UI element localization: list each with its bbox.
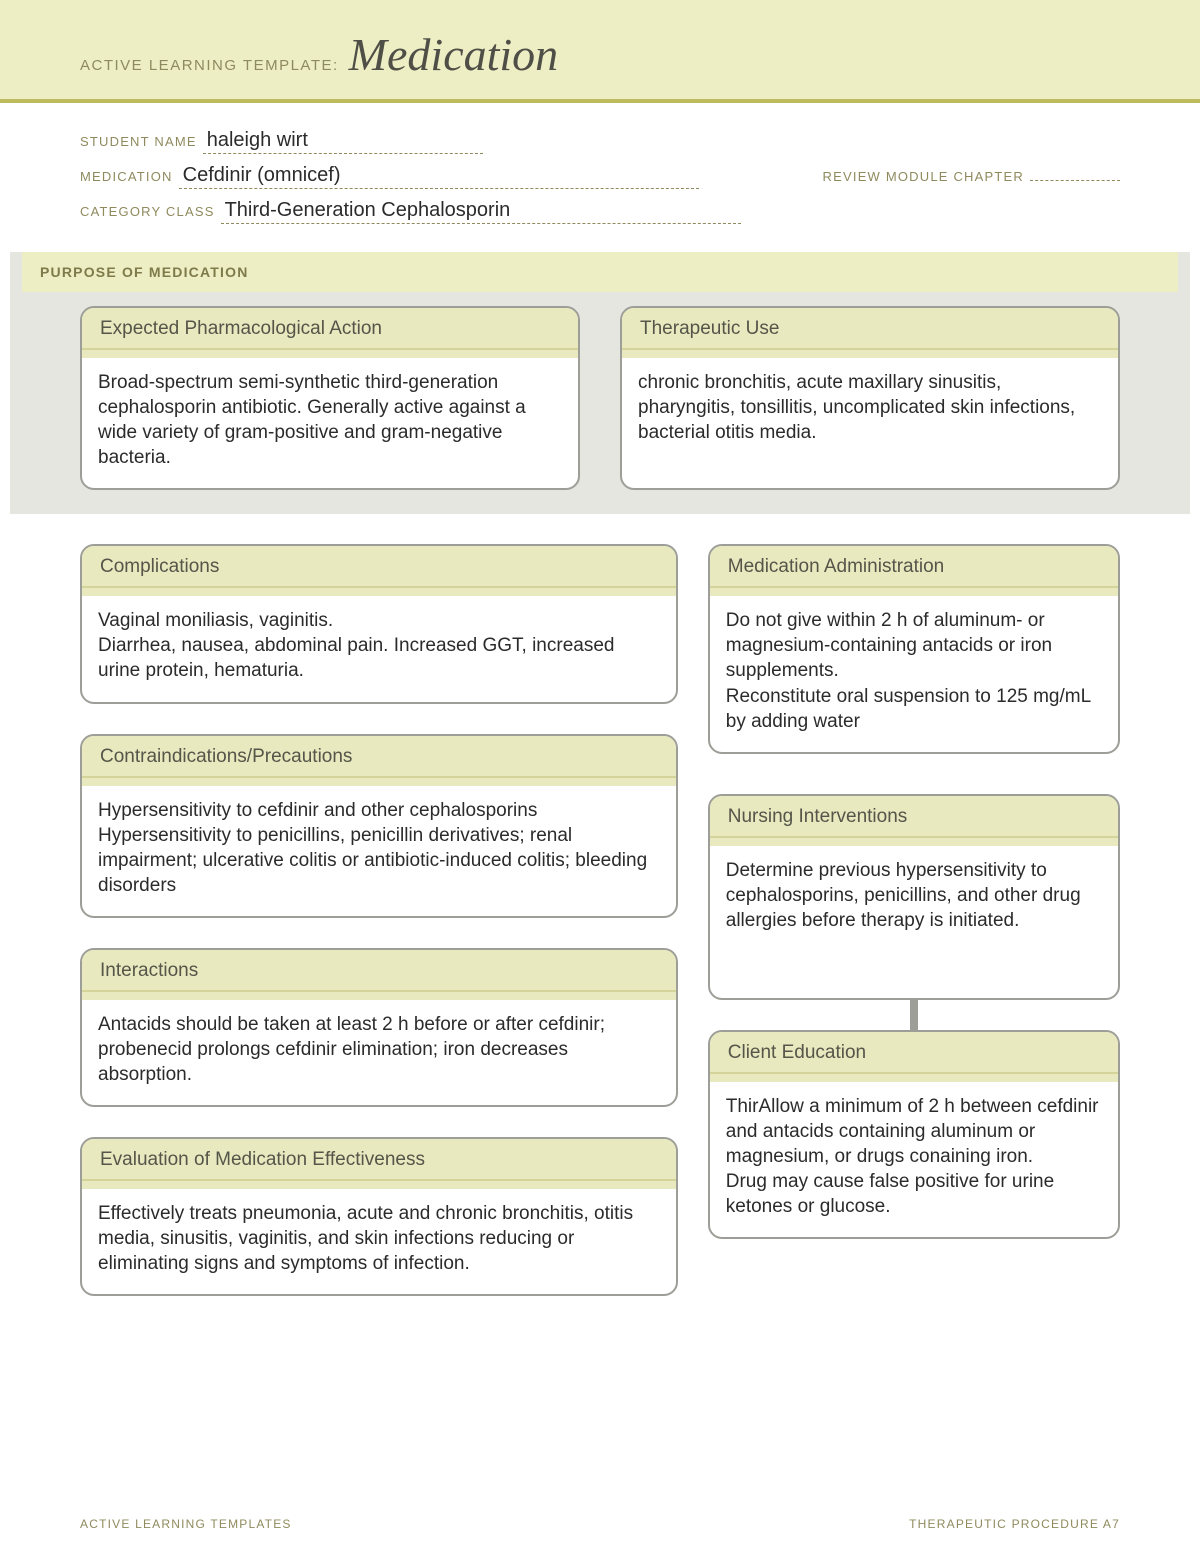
card-evaluation: Evaluation of Medication Effectiveness E…	[80, 1137, 678, 1296]
card-contraindications: Contraindications/Precautions Hypersensi…	[80, 734, 678, 918]
card-body: Hypersensitivity to cefdinir and other c…	[82, 788, 676, 916]
page: ACTIVE LEARNING TEMPLATE: Medication STU…	[0, 0, 1200, 1553]
medication-value: Cefdinir (omnicef)	[179, 164, 699, 189]
card-body-pharm: Broad-spectrum semi-synthetic third-gene…	[82, 360, 578, 488]
card-title-text: Complications	[82, 556, 676, 588]
header-band: ACTIVE LEARNING TEMPLATE: Medication	[0, 0, 1200, 103]
category-label: CATEGORY CLASS	[80, 204, 215, 219]
card-interactions: Interactions Antacids should be taken at…	[80, 948, 678, 1107]
card-body: ThirAllow a minimum of 2 h between cefdi…	[710, 1084, 1118, 1237]
card-body: Do not give within 2 h of aluminum- or m…	[710, 598, 1118, 751]
review-label: REVIEW MODULE CHAPTER	[823, 169, 1024, 184]
purpose-section: PURPOSE OF MEDICATION Expected Pharmacol…	[10, 252, 1190, 514]
purpose-heading: PURPOSE OF MEDICATION	[22, 252, 1178, 292]
category-value: Third-Generation Cephalosporin	[221, 199, 741, 224]
card-title-text: Medication Administration	[710, 556, 1118, 588]
card-body: Antacids should be taken at least 2 h be…	[82, 1002, 676, 1105]
card-title: Interactions	[82, 950, 676, 1002]
connector-line	[910, 1000, 918, 1030]
card-title-text: Interactions	[82, 960, 676, 992]
purpose-row: Expected Pharmacological Action Broad-sp…	[80, 306, 1120, 490]
card-title-text: Nursing Interventions	[710, 806, 1118, 838]
card-pharm-action: Expected Pharmacological Action Broad-sp…	[80, 306, 580, 490]
review-value	[1030, 179, 1120, 181]
student-name-label: STUDENT NAME	[80, 134, 197, 149]
card-body: Effectively treats pneumonia, acute and …	[82, 1191, 676, 1294]
card-administration: Medication Administration Do not give wi…	[708, 544, 1120, 753]
header-prefix: ACTIVE LEARNING TEMPLATE:	[80, 57, 339, 74]
card-nursing: Nursing Interventions Determine previous…	[708, 794, 1120, 1000]
card-therapeutic-use: Therapeutic Use chronic bronchitis, acut…	[620, 306, 1120, 490]
column-right: Medication Administration Do not give wi…	[708, 544, 1120, 1296]
student-name-value: haleigh wirt	[203, 129, 483, 154]
card-title-text: Expected Pharmacological Action	[82, 318, 578, 350]
card-body: Determine previous hypersensitivity to c…	[710, 848, 1118, 998]
card-title-text: Client Education	[710, 1042, 1118, 1074]
meta-row-category: CATEGORY CLASS Third-Generation Cephalos…	[80, 199, 1120, 224]
card-title: Nursing Interventions	[710, 796, 1118, 848]
footer-right: THERAPEUTIC PROCEDURE A7	[909, 1517, 1120, 1531]
footer-left: ACTIVE LEARNING TEMPLATES	[80, 1517, 292, 1531]
card-client-education: Client Education ThirAllow a minimum of …	[708, 1030, 1120, 1239]
card-complications: Complications Vaginal moniliasis, vagini…	[80, 544, 678, 703]
card-title-text: Contraindications/Precautions	[82, 746, 676, 778]
footer: ACTIVE LEARNING TEMPLATES THERAPEUTIC PR…	[80, 1517, 1120, 1531]
meta-row-medication: MEDICATION Cefdinir (omnicef) REVIEW MOD…	[80, 164, 1120, 189]
card-title-pharm: Expected Pharmacological Action	[82, 308, 578, 360]
header-title: Medication	[349, 28, 559, 81]
card-title: Medication Administration	[710, 546, 1118, 598]
card-title: Evaluation of Medication Effectiveness	[82, 1139, 676, 1191]
column-left: Complications Vaginal moniliasis, vagini…	[80, 544, 678, 1296]
card-title: Contraindications/Precautions	[82, 736, 676, 788]
card-body-therapeutic: chronic bronchitis, acute maxillary sinu…	[622, 360, 1118, 463]
card-title-text: Evaluation of Medication Effectiveness	[82, 1149, 676, 1181]
card-title: Client Education	[710, 1032, 1118, 1084]
card-title: Complications	[82, 546, 676, 598]
card-title-text: Therapeutic Use	[622, 318, 1118, 350]
card-title-therapeutic: Therapeutic Use	[622, 308, 1118, 360]
meta-row-student: STUDENT NAME haleigh wirt	[80, 129, 1120, 154]
card-body: Vaginal moniliasis, vaginitis. Diarrhea,…	[82, 598, 676, 701]
medication-label: MEDICATION	[80, 169, 173, 184]
header-line: ACTIVE LEARNING TEMPLATE: Medication	[80, 28, 1120, 81]
meta-block: STUDENT NAME haleigh wirt MEDICATION Cef…	[0, 103, 1200, 252]
main-grid: Complications Vaginal moniliasis, vagini…	[0, 514, 1200, 1296]
gap	[708, 754, 1120, 794]
